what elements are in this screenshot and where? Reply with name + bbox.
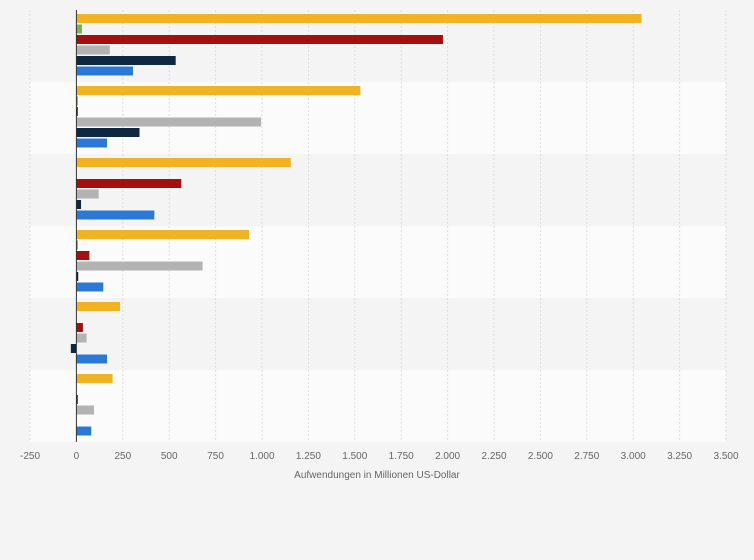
bar-3-5 <box>76 200 82 209</box>
bar-1-6 <box>76 66 134 76</box>
category-band-6 <box>30 370 726 442</box>
bar-6-3 <box>76 395 78 404</box>
x-tick-label: 250 <box>114 451 131 462</box>
category-band-5 <box>30 298 726 370</box>
bar-3-4 <box>76 189 99 199</box>
x-tick-label: 0 <box>74 451 80 462</box>
bar-2-6 <box>76 138 108 148</box>
x-tick-label: 2.500 <box>528 451 553 462</box>
x-tick-label: 3.250 <box>667 451 692 462</box>
x-tick-label: 1.750 <box>389 451 414 462</box>
x-tick-label: 1.000 <box>249 451 274 462</box>
x-tick-label: 2.250 <box>481 451 506 462</box>
x-tick-label: 1.500 <box>342 451 367 462</box>
bar-1-2 <box>76 24 82 34</box>
x-axis-title: Aufwendungen in Millionen US-Dollar <box>294 470 460 481</box>
x-tick-label: 500 <box>161 451 178 462</box>
x-tick-label: 3.000 <box>621 451 646 462</box>
bar-4-1 <box>76 230 250 239</box>
bar-1-4 <box>76 45 110 55</box>
x-tick-label: 2.000 <box>435 451 460 462</box>
bar-2-2 <box>76 96 78 106</box>
x-tick-label: 1.250 <box>296 451 321 462</box>
x-tick-label: 3.500 <box>713 451 738 462</box>
x-tick-label: 750 <box>207 451 224 462</box>
bar-5-4 <box>76 333 87 343</box>
x-tick-label: -250 <box>20 451 40 462</box>
bar-6-1 <box>76 374 113 383</box>
bar-4-5 <box>76 272 79 281</box>
bar-4-6 <box>76 282 104 292</box>
bars <box>70 14 642 436</box>
bar-2-3 <box>76 107 78 116</box>
grid-lines <box>29 10 727 442</box>
bar-1-3 <box>76 35 443 44</box>
bar-1-5 <box>76 56 176 65</box>
category-bands <box>30 10 726 442</box>
bar-3-6 <box>76 210 155 220</box>
bar-4-2 <box>76 240 78 250</box>
bar-5-3 <box>76 323 83 332</box>
bar-5-6 <box>76 354 108 364</box>
bar-3-3 <box>76 179 182 188</box>
bar-6-4 <box>76 405 95 415</box>
bar-4-4 <box>76 261 203 271</box>
x-tick-label: 2.750 <box>574 451 599 462</box>
bar-5-5 <box>70 344 77 353</box>
bar-4-3 <box>76 251 90 260</box>
bar-2-1 <box>76 86 361 95</box>
bar-3-1 <box>76 158 291 167</box>
bar-6-6 <box>76 426 92 436</box>
bar-5-1 <box>76 302 121 311</box>
bar-1-1 <box>76 14 642 23</box>
bar-2-5 <box>76 128 140 137</box>
bar-2-4 <box>76 117 262 127</box>
x-axis-ticks: -250 0 250 500 750 1.000 1.250 1.500 1.750 2.000 2… <box>20 451 739 462</box>
